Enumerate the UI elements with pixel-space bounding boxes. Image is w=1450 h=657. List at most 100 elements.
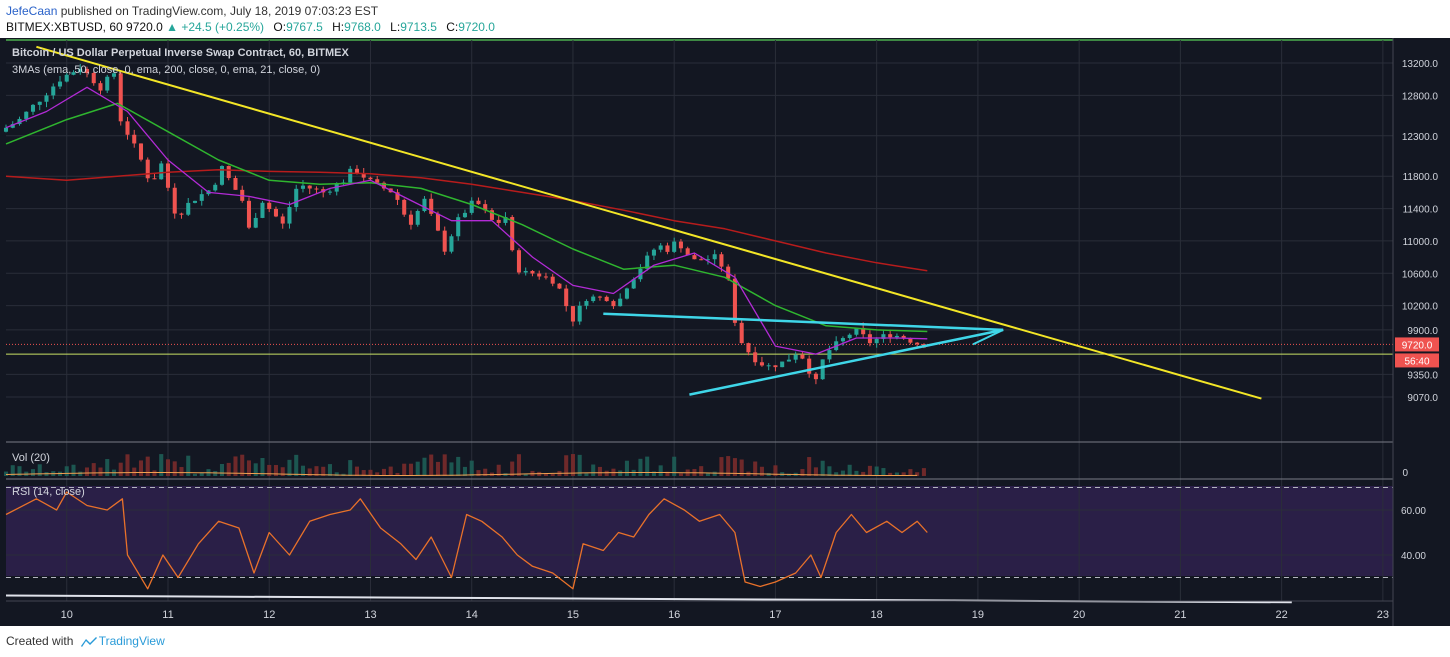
x-tick-label: 21 [1174,609,1186,621]
volume-bar [253,463,258,476]
y-tick-label: 10200.0 [1402,302,1439,313]
candle-body [847,334,852,339]
volume-bar [192,473,198,476]
legend-rsi: RSI (14, close) [12,486,85,498]
volume-bar [476,470,481,476]
triangle-upper-line [603,312,1004,332]
candle-body [24,111,29,119]
volume-bar [354,466,359,476]
volume-bar [422,457,427,476]
candle-body [132,134,137,144]
candle-body [550,276,555,284]
volume-bar [584,473,589,476]
candle-body [894,335,899,338]
volume-bar [327,464,332,476]
volume-bar [888,472,893,476]
volume-bar [807,457,812,476]
volume-bar [10,465,15,476]
volume-bar [3,471,9,476]
author-link[interactable]: JefeCaan [6,4,58,18]
candle-body [469,200,474,213]
volume-bar [523,473,528,476]
x-tick-label: 22 [1276,609,1288,621]
candle-body [37,101,42,105]
volume-tick-label: 0 [1402,468,1408,479]
volume-bar [564,455,569,476]
last-price: 9720.0 [126,20,163,34]
x-tick-label: 20 [1073,609,1085,621]
volume-bar [881,468,886,476]
volume-bar [543,473,548,476]
candle-body [172,187,177,214]
high-value: 9768.0 [344,20,381,34]
candle-body [719,254,724,267]
candle-body [739,322,744,344]
symbol-line: BITMEX:XBTUSD, 60 9720.0 ▲ +24.5 (+0.25%… [6,20,495,34]
candle-body [672,241,677,252]
candle-body [692,255,697,260]
volume-bar [435,461,440,476]
candle-body [408,214,413,225]
candle-body [712,254,717,260]
volume-pane [3,454,926,476]
candle-body [577,305,582,322]
axes: 10 11 12 13 14 15 16 17 18 19 20 21 22 23 13200.0 12800… [61,59,1439,621]
volume-bar [186,455,191,476]
volume-bar [226,462,231,476]
price-pane[interactable] [3,45,1393,400]
chart-area[interactable]: 10 11 12 13 14 15 16 17 18 19 20 21 22 23 13200.0 12800… [0,38,1450,626]
volume-bar [165,459,171,476]
candle-body [456,217,461,237]
y-tick-label: 9900.0 [1407,326,1438,337]
volume-bar [705,473,710,476]
low-label: L: [390,20,401,34]
volume-bar [219,463,225,476]
volume-bar [213,471,218,476]
volume-bar [267,464,272,476]
candle-body [813,373,818,380]
candle-body [597,296,602,298]
tradingview-link[interactable]: TradingView [98,634,165,648]
candle-body [611,301,616,307]
open-value: 9767.5 [286,20,323,34]
candle-body [618,298,623,307]
volume-bar [246,460,252,476]
volume-bar [240,454,245,476]
candle-body [159,163,164,180]
x-tick-label: 12 [263,609,275,621]
volume-bar [118,462,123,476]
candle-body [219,166,225,185]
candle-body [98,83,103,91]
candle-body [901,335,906,339]
triangle-lower-line [689,328,1004,396]
candle-body [807,358,812,374]
candle-body [786,359,791,362]
x-tick-label: 19 [972,609,984,621]
candle-body [840,338,845,342]
volume-bar [442,454,447,476]
candle-body [314,188,319,190]
volume-bar [840,470,845,476]
candle-body [192,200,198,203]
volume-bar [665,471,670,476]
volume-bar [570,454,575,476]
candle-body [64,74,69,82]
candle-body [543,276,548,278]
rsi-band [6,486,1393,576]
candle-body [10,124,15,128]
candle-body [624,288,629,299]
candle-body [867,334,872,344]
candle-body [429,198,434,214]
legend-mas: 3MAs (ema, 50, close, 0, ema, 200, close… [12,64,320,76]
candle-body [888,334,893,338]
volume-bar [300,465,305,476]
volume-bar [651,471,656,476]
candle-body [111,73,117,77]
up-arrow-icon: ▲ [166,20,178,34]
candle-body [165,163,171,188]
candle-body [402,199,407,215]
candle-body [435,213,440,231]
chart-svg[interactable]: 10 11 12 13 14 15 16 17 18 19 20 21 22 23 13200.0 12800… [0,38,1450,626]
volume-bar [638,458,643,476]
volume-bar [658,465,663,476]
